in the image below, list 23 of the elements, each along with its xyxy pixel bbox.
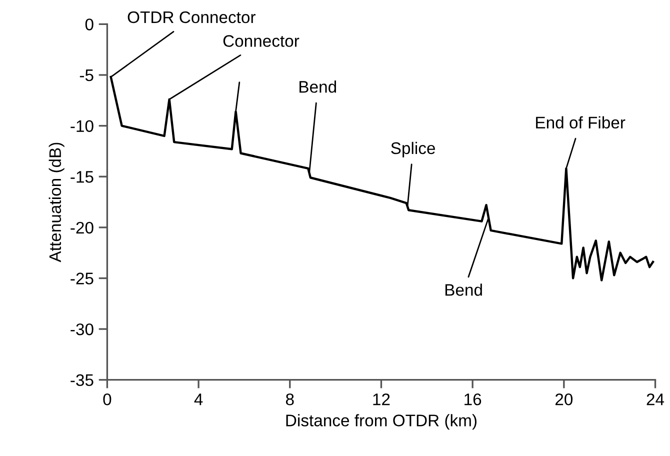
x-tick-label: 0: [103, 393, 112, 406]
y-tick-label: -15: [70, 171, 94, 183]
annotation: Bend: [445, 284, 482, 296]
annotation: End of Fiber: [536, 116, 626, 128]
y-tick-label: -10: [70, 120, 94, 132]
x-axis-title: Distance from OTDR (km): [286, 414, 476, 430]
y-tick-label: -35: [70, 374, 94, 386]
annotation: Splice: [391, 142, 436, 158]
annotation: Bend: [300, 80, 336, 93]
y-axis-title: Attenuation (dB): [48, 142, 64, 262]
x-tick-label: 24: [646, 393, 664, 406]
annotation: Connector: [223, 35, 300, 47]
annotation: OTDR Connector: [128, 11, 256, 24]
y-tick-label: -25: [70, 272, 94, 284]
x-tick-label: 4: [194, 394, 203, 406]
x-tick-label: 8: [286, 393, 294, 406]
y-tick-label: 0: [85, 18, 94, 30]
y-tick-label: -20: [70, 222, 94, 234]
x-tick-label: 16: [464, 393, 482, 406]
x-tick-label: 12: [373, 393, 390, 406]
x-tick-label: 20: [555, 393, 573, 406]
y-tick-label: -30: [70, 323, 94, 336]
y-tick-label: -5: [80, 70, 94, 82]
